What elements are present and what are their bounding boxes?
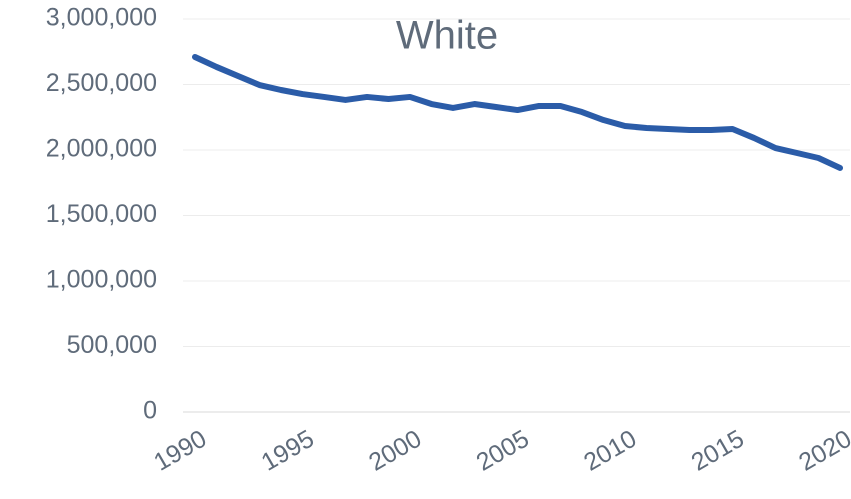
x-tick-label: 1990	[149, 425, 211, 477]
x-tick-label: 2020	[794, 425, 851, 477]
y-tick-label: 0	[143, 397, 157, 425]
y-tick-label: 1,000,000	[46, 266, 157, 294]
y-tick-label: 2,500,000	[46, 69, 157, 97]
data-line	[192, 53, 843, 171]
y-tick-label: 2,000,000	[46, 135, 157, 163]
y-tick-label: 3,000,000	[46, 4, 157, 32]
chart-title: White	[396, 14, 498, 58]
x-tick-label: 1995	[257, 425, 319, 477]
x-tick-label: 2005	[472, 425, 534, 477]
y-tick-label: 500,000	[67, 331, 157, 359]
x-tick-label: 2015	[687, 425, 749, 477]
y-tick-label: 1,500,000	[46, 200, 157, 228]
x-tick-label: 2000	[364, 425, 426, 477]
x-tick-label: 2010	[579, 425, 641, 477]
